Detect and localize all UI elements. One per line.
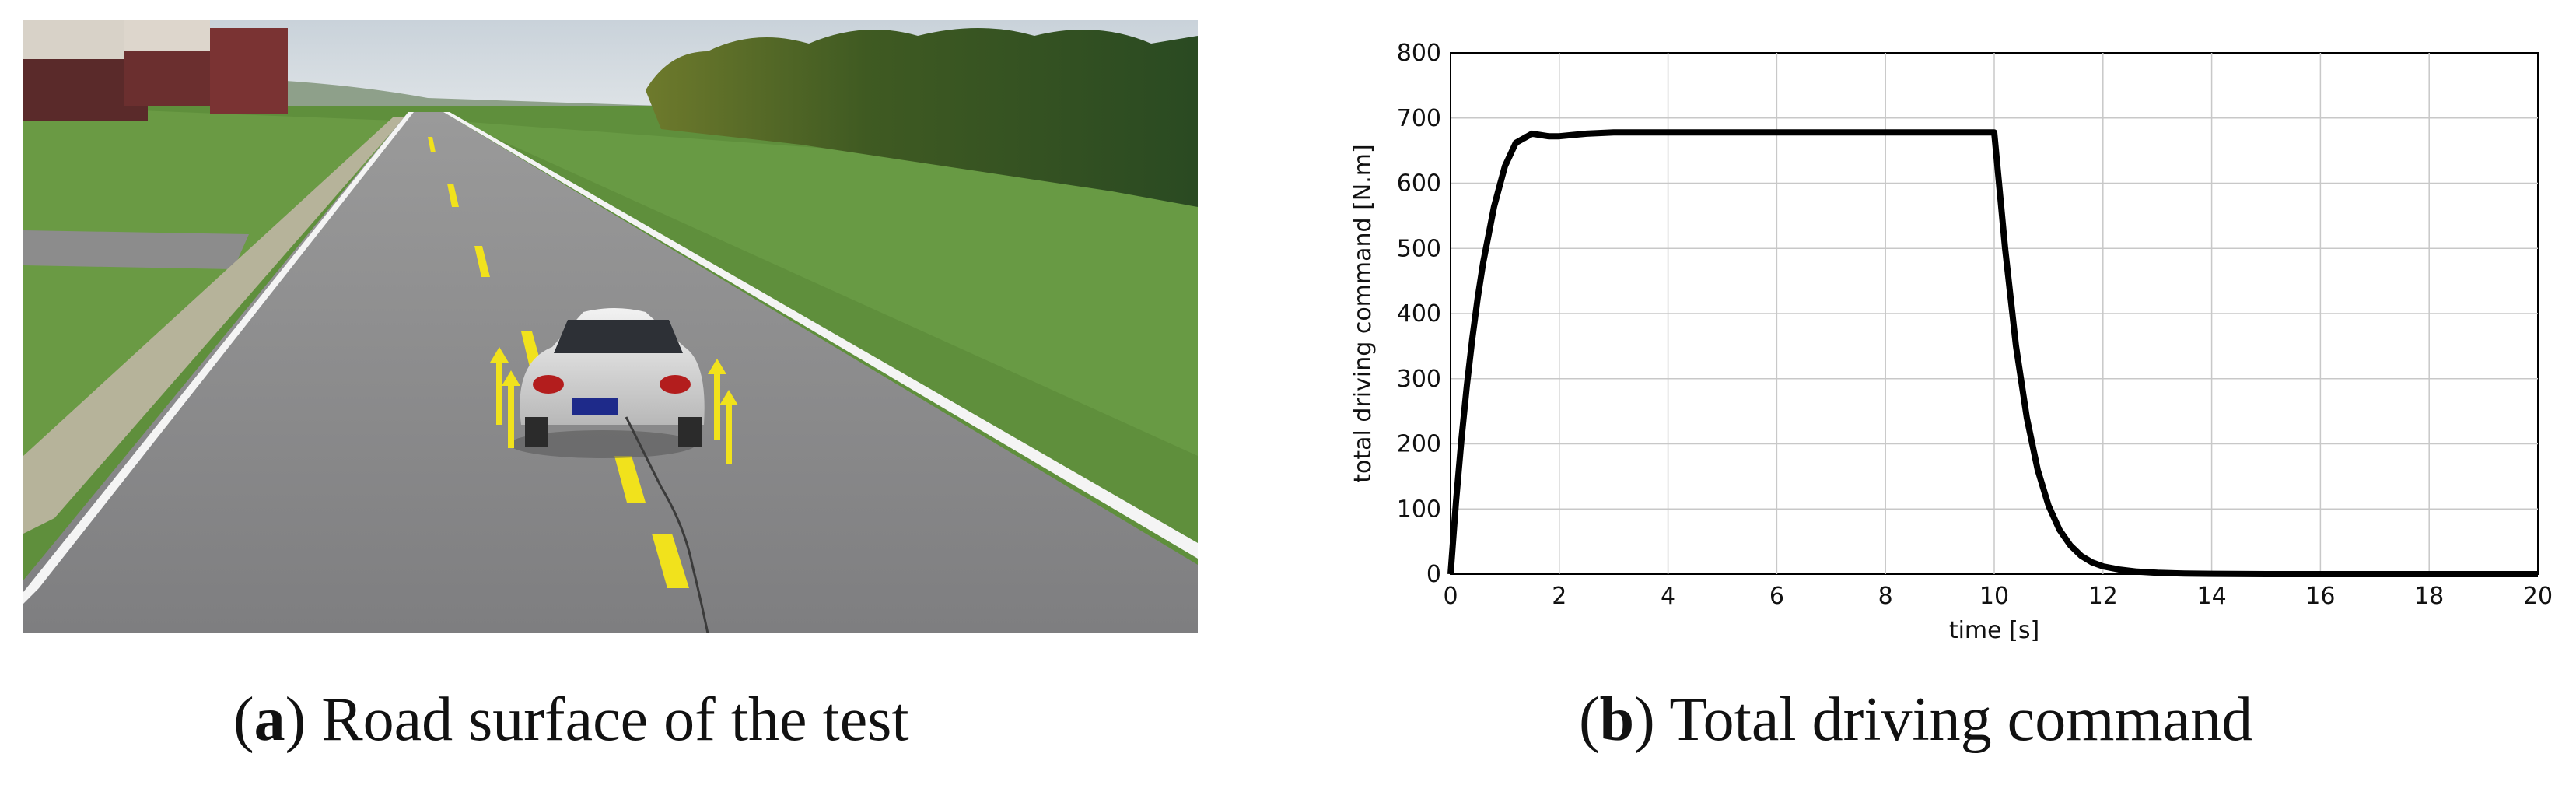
chart-svg: 0 2 4 6 8 10 12 14 16 18 2001002003004005006007008…: [1349, 40, 2553, 644]
y-tick-label: 800: [1397, 40, 1441, 67]
guard-rail: [23, 117, 404, 534]
x-tick-label: 10: [1979, 583, 2009, 610]
force-arrows: [490, 347, 738, 464]
x-tick-label: 2: [1552, 583, 1566, 610]
x-tick-label: 14: [2197, 583, 2227, 610]
x-tick-label: 0: [1443, 583, 1458, 610]
houses: [23, 20, 288, 121]
y-tick-label: 400: [1397, 300, 1441, 328]
y-tick-label: 200: [1397, 431, 1441, 458]
grid: [1451, 53, 2538, 574]
caption-a-text: Road surface of the test: [321, 685, 909, 754]
y-axis-label: total driving command [N.m]: [1349, 144, 1377, 482]
y-tick-label: 100: [1397, 496, 1441, 523]
y-tick-label: 500: [1397, 235, 1441, 262]
caption-b: (b) Total driving command: [1579, 685, 2253, 754]
tree-line: [646, 28, 1198, 207]
x-tick-label: 6: [1769, 583, 1784, 610]
caption-a-letter: a: [254, 685, 285, 754]
x-tick-label: 8: [1878, 583, 1893, 610]
caption-b-letter: b: [1599, 685, 1635, 754]
x-tick-label: 12: [2088, 583, 2118, 610]
y-tick-label: 700: [1397, 105, 1441, 132]
car: [509, 308, 705, 458]
x-tick-label: 16: [2305, 583, 2335, 610]
series-line: [1447, 129, 2538, 577]
x-tick-label: 20: [2523, 583, 2553, 610]
x-tick-label: 18: [2414, 583, 2444, 610]
tick-labels: 0 2 4 6 8 10 12 14 16 18 2001002003004005006007008…: [1397, 40, 2553, 610]
caption-a: (a) Road surface of the test: [233, 685, 909, 754]
center-line: [428, 137, 689, 588]
caption-b-text: Total driving command: [1669, 685, 2253, 754]
driving-command-chart: 0 2 4 6 8 10 12 14 16 18 20 0 100 200 300 400 500 600 700 8…: [1322, 31, 2576, 669]
road-simulation-image: [23, 20, 1198, 633]
y-tick-label: 300: [1397, 366, 1441, 393]
road-scene: [23, 20, 1198, 633]
y-tick-label: 0: [1426, 561, 1441, 588]
y-tick-label: 600: [1397, 170, 1441, 198]
x-axis-label: time [s]: [1949, 617, 2039, 644]
x-tick-label: 4: [1661, 583, 1675, 610]
